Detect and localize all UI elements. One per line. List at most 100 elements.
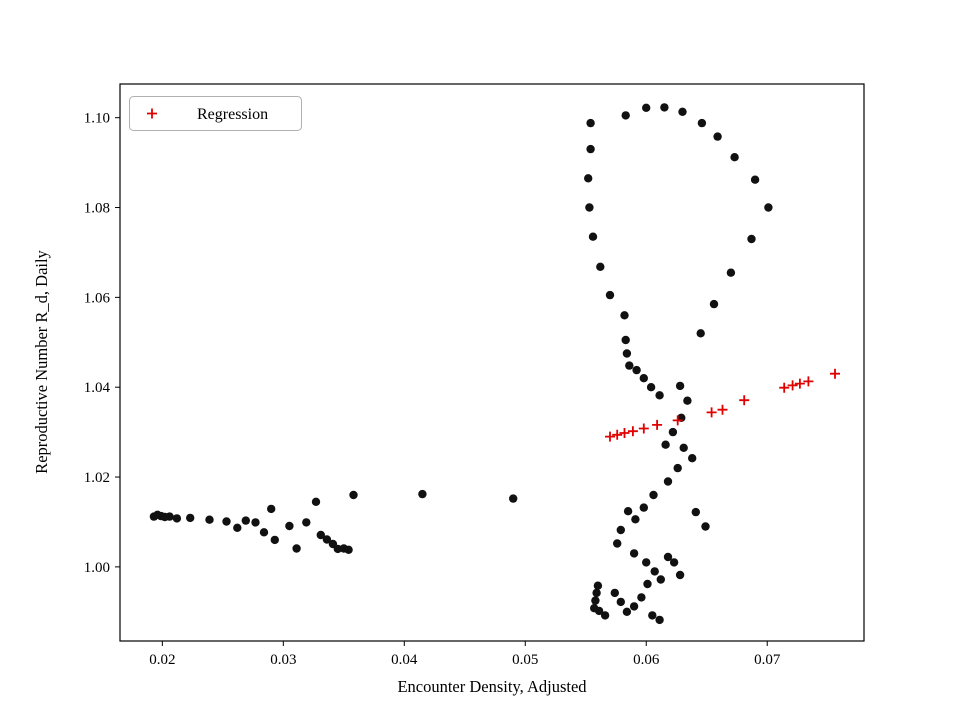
- x-tick-label: 0.04: [391, 652, 418, 668]
- data-point: [637, 593, 646, 602]
- data-point: [675, 381, 685, 391]
- data-point: [625, 361, 634, 370]
- data-point: [648, 611, 657, 620]
- x-tick-label: 0.05: [512, 652, 538, 668]
- y-tick-label: 1.00: [84, 560, 110, 576]
- data-point: [697, 118, 707, 128]
- data-point: [241, 516, 250, 525]
- data-point: [270, 535, 279, 545]
- x-tick-label: 0.07: [754, 652, 781, 668]
- data-point: [679, 443, 688, 452]
- regression-point: [638, 423, 649, 434]
- data-point: [616, 525, 625, 535]
- data-point: [655, 615, 664, 625]
- plot-area: 0.02 0.03 0.04 0.05 0.06 0.07 1.00 1.02 1.04 1.06…: [84, 83, 865, 668]
- data-point: [655, 391, 664, 400]
- data-point: [629, 549, 639, 558]
- regression-point: [706, 407, 717, 418]
- x-tick-label: 0.03: [270, 652, 296, 668]
- data-point: [251, 518, 260, 527]
- y-tick-label: 1.08: [84, 201, 110, 217]
- data-point: [418, 489, 427, 499]
- regression-point: [652, 419, 663, 430]
- data-point: [688, 454, 697, 463]
- data-point: [696, 329, 705, 338]
- data-point: [605, 290, 615, 300]
- data-point: [656, 575, 665, 584]
- data-point: [643, 579, 652, 589]
- data-point: [675, 570, 685, 580]
- data-point: [646, 383, 656, 392]
- data-point: [584, 174, 593, 183]
- data-point: [333, 544, 342, 554]
- data-point: [631, 515, 640, 524]
- data-point: [349, 490, 358, 500]
- data-point: [621, 335, 630, 345]
- data-point: [730, 153, 739, 162]
- data-point: [610, 588, 619, 598]
- data-point: [622, 349, 632, 358]
- data-point: [292, 544, 301, 553]
- data-point: [709, 299, 719, 309]
- regression-point: [803, 376, 814, 387]
- data-point: [302, 518, 311, 527]
- data-point: [316, 530, 325, 540]
- data-point: [622, 607, 632, 616]
- data-point: [673, 463, 682, 473]
- data-point: [616, 597, 625, 607]
- data-point: [311, 497, 321, 506]
- legend-label: Regression: [197, 106, 268, 123]
- plot-border: [119, 83, 865, 642]
- data-point: [678, 107, 687, 117]
- data-point: [632, 365, 641, 375]
- data-point: [726, 268, 736, 277]
- data-point: [642, 558, 651, 567]
- data-point: [267, 504, 276, 514]
- x-axis-label: Encounter Density, Adjusted: [397, 677, 587, 696]
- data-point: [205, 515, 214, 524]
- data-point: [629, 602, 639, 611]
- data-point: [747, 234, 756, 244]
- y-tick-label: 1.04: [84, 380, 111, 396]
- data-point: [660, 103, 669, 112]
- legend-box: [129, 96, 302, 131]
- series-observations: [149, 103, 773, 625]
- regression-point: [612, 429, 623, 440]
- data-point: [623, 507, 633, 516]
- data-point: [322, 535, 332, 544]
- data-point: [639, 503, 648, 512]
- series-Regression: [605, 368, 840, 442]
- data-point: [222, 517, 231, 526]
- regression-point: [672, 415, 683, 426]
- data-point: [764, 203, 773, 212]
- regression-point: [619, 428, 630, 438]
- data-point: [233, 523, 242, 532]
- data-point: [586, 118, 595, 128]
- data-point: [713, 132, 722, 141]
- regression-point: [830, 368, 840, 379]
- data-point: [590, 604, 599, 613]
- data-point: [750, 175, 760, 184]
- data-point: [663, 552, 673, 562]
- data-point: [669, 558, 679, 567]
- y-tick-label: 1.10: [84, 111, 110, 127]
- data-point: [639, 374, 648, 383]
- regression-point: [779, 382, 790, 393]
- data-point: [691, 507, 700, 517]
- x-tick-label: 0.06: [633, 652, 660, 668]
- data-point: [586, 144, 595, 154]
- data-point: [186, 513, 195, 523]
- data-point: [661, 440, 670, 449]
- data-point: [683, 396, 692, 405]
- data-point: [344, 545, 353, 554]
- data-point: [285, 521, 294, 531]
- data-point: [613, 539, 622, 548]
- data-point: [621, 111, 630, 120]
- data-point: [701, 522, 710, 531]
- plus-marker-icon: [147, 108, 157, 119]
- data-point: [649, 490, 658, 500]
- y-tick-label: 1.02: [84, 470, 110, 486]
- x-tick-label: 0.02: [149, 652, 175, 668]
